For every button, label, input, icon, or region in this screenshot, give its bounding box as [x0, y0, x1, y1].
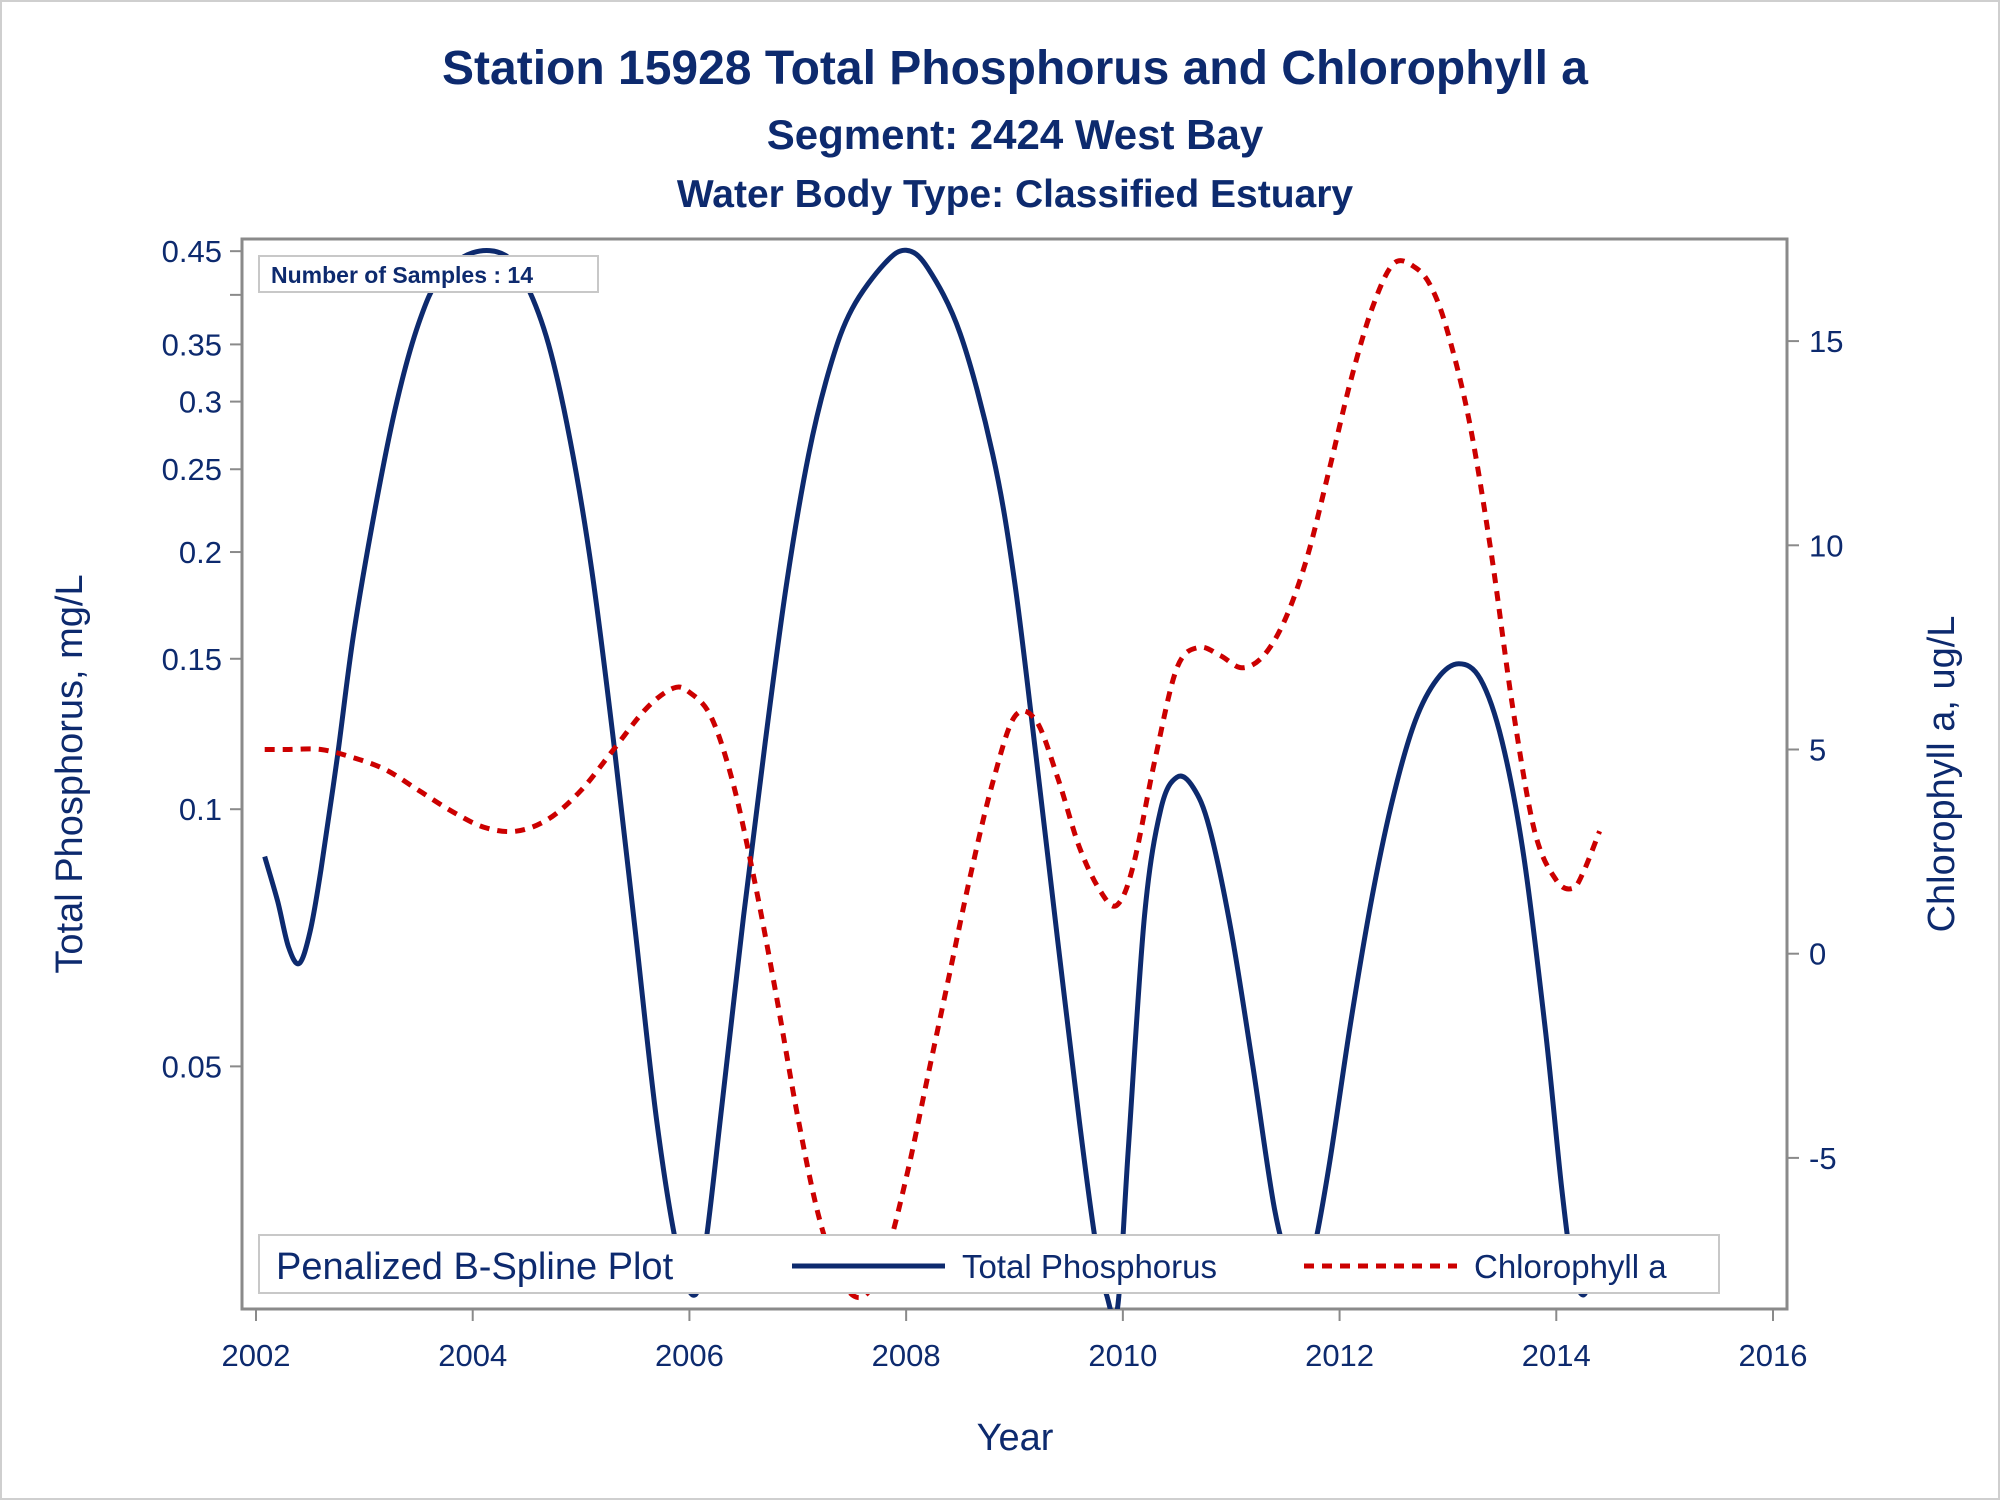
- chart-subtitle-2: Water Body Type: Classified Estuary: [677, 173, 1353, 216]
- y-left-tick-label: 0.2: [179, 535, 222, 570]
- y-left-tick-label: 0.3: [179, 385, 222, 420]
- legend-box: [258, 1234, 1720, 1294]
- plot-area: [240, 237, 1789, 1311]
- chart-subtitle: Segment: 2424 West Bay: [767, 111, 1264, 158]
- y-right-tick-label: 5: [1809, 732, 1826, 767]
- series-group: [262, 247, 1602, 1309]
- x-tick-label: 2010: [1088, 1338, 1157, 1373]
- x-axis-label: Year: [977, 1417, 1054, 1459]
- y-right-tick-label: -5: [1809, 1141, 1837, 1176]
- x-tick-label: 2004: [438, 1338, 507, 1373]
- series-line-chlorophyll-a: [264, 258, 1602, 1301]
- y-left-tick-label: 0.05: [162, 1049, 222, 1084]
- legend-title: Penalized B-Spline Plot: [276, 1246, 674, 1288]
- y-axis-left: 0.05 0.1 0.15 0.2 0.25 0.3 0.35 0.45: [162, 234, 242, 1084]
- y-right-tick-label: 15: [1809, 324, 1843, 359]
- legend-label-total-phosphorus: Total Phosphorus: [962, 1248, 1217, 1285]
- legend: Penalized B-Spline Plot Total Phosphorus…: [258, 1234, 1720, 1294]
- y-right-tick-label: 0: [1809, 937, 1826, 972]
- y-axis-left-label: Total Phosphorus, mg/L: [49, 574, 91, 973]
- x-tick-label: 2012: [1305, 1338, 1374, 1373]
- samples-inset-box: [258, 255, 599, 293]
- samples-inset-text: Number of Samples : 14: [271, 262, 533, 288]
- y-left-tick-label: 0.15: [162, 642, 222, 677]
- y-left-tick-label: 0.35: [162, 327, 222, 362]
- x-tick-label: 2002: [222, 1338, 291, 1373]
- x-tick-label: 2016: [1739, 1338, 1808, 1373]
- chart-title: Station 15928 Total Phosphorus and Chlor…: [442, 42, 1588, 95]
- x-tick-label: 2014: [1522, 1338, 1591, 1373]
- samples-inset: Number of Samples : 14: [258, 255, 599, 293]
- y-axis-right-label: Chlorophyll a, ug/L: [1921, 616, 1963, 933]
- series-line-total-phosphorus: [262, 247, 1597, 1309]
- y-left-tick-label: 0.25: [162, 452, 222, 487]
- y-left-tick-label: 0.1: [179, 792, 222, 827]
- x-axis: 2002 2004 2006 2008 2010 2012 2014 2016: [222, 1309, 1808, 1373]
- y-left-tick-label: 0.45: [162, 234, 222, 269]
- x-tick-label: 2008: [872, 1338, 941, 1373]
- x-tick-label: 2006: [655, 1338, 724, 1373]
- legend-label-chlorophyll-a: Chlorophyll a: [1474, 1248, 1667, 1285]
- y-right-tick-label: 10: [1809, 528, 1843, 563]
- y-axis-right: -5 0 5 10 15: [1787, 324, 1843, 1176]
